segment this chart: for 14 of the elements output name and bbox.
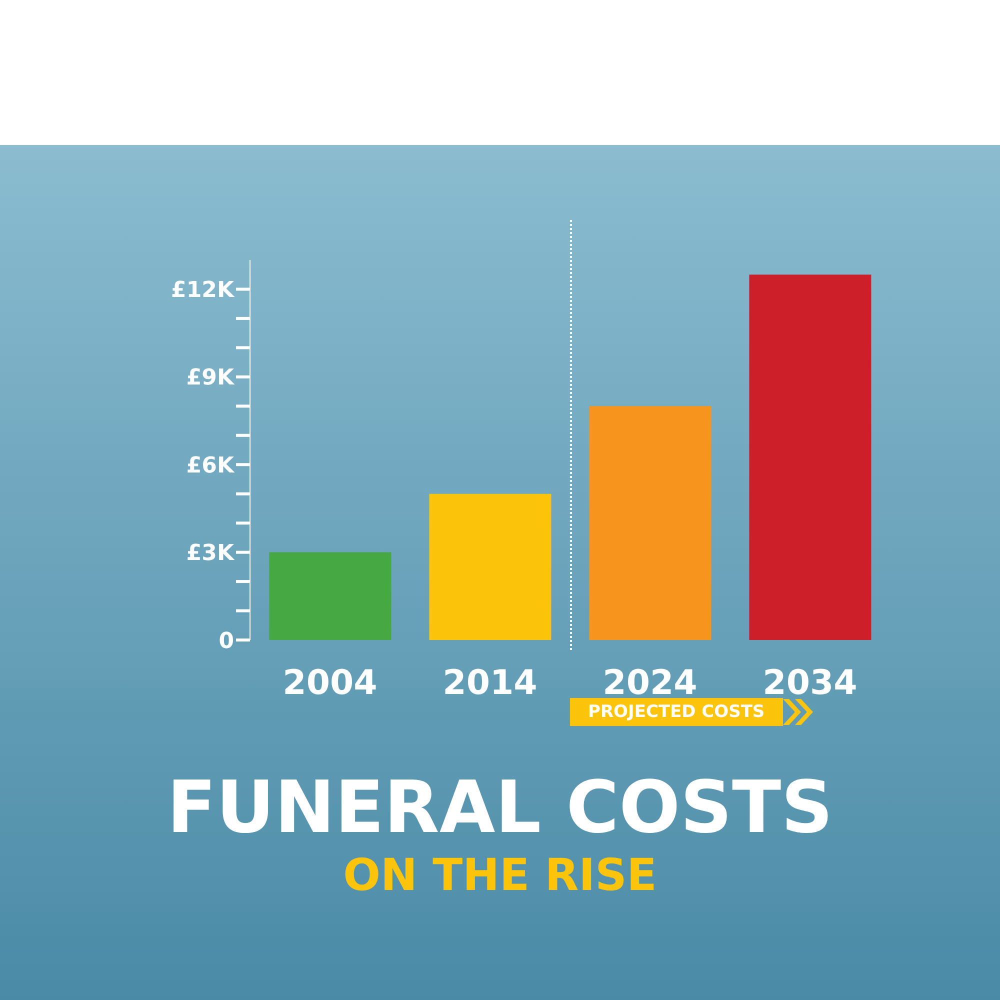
y-tick-label: 0 [218, 628, 234, 654]
y-tick-label: £12K [171, 278, 235, 304]
y-tick-label: £9K [186, 366, 235, 391]
y-tick-label: £3K [186, 541, 235, 566]
bar [589, 406, 712, 640]
x-tick-label: 2014 [442, 663, 538, 704]
bar [429, 494, 552, 640]
text: FUNERAL COSTS [166, 765, 834, 849]
bar [269, 552, 392, 640]
x-tick-label: 2004 [282, 663, 378, 704]
text: PROJECTED COSTS [570, 698, 783, 726]
y-tick-label: £6K [186, 453, 235, 478]
text: ON THE RISE [342, 850, 658, 901]
bar [749, 274, 872, 640]
